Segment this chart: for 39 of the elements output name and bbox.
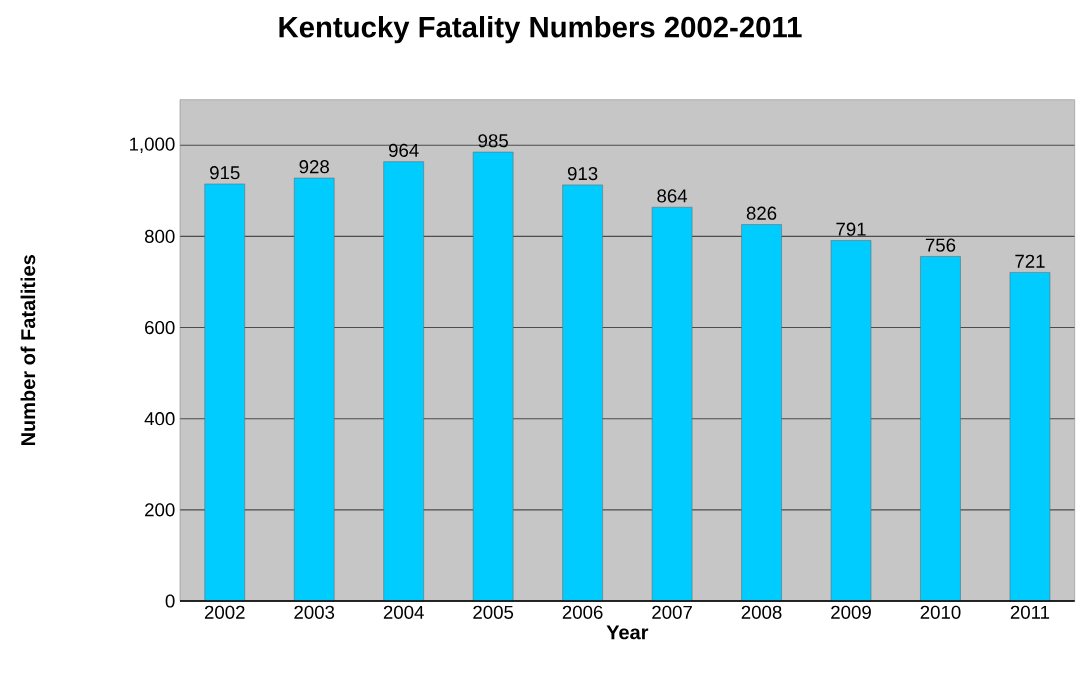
bar [741,224,782,602]
x-tick-label: 2008 [741,605,782,619]
bar [830,240,872,602]
data-label: 721 [1015,254,1045,268]
x-tick-label: 2007 [652,605,692,619]
y-tick-label: 400 [144,412,175,426]
data-label: 864 [657,189,688,203]
x-tick-label: 2005 [473,605,514,619]
data-label: 826 [746,206,777,220]
y-axis-title: Number of Fatalities [20,255,36,446]
data-label: 964 [388,143,419,157]
bar [920,256,961,602]
x-tick-label: 2011 [1010,605,1050,619]
bar [383,161,424,602]
data-label: 756 [925,238,956,252]
y-tick-label: 200 [145,503,175,517]
data-label: 913 [567,166,598,181]
x-tick-label: 2003 [294,605,335,619]
x-tick-label: 2009 [831,605,871,619]
x-tick-label: 2004 [383,605,424,619]
x-tick-label: 2006 [562,605,603,619]
bar [204,183,246,602]
y-tick-label: 600 [145,320,175,335]
bar [1009,272,1051,602]
data-label: 928 [299,160,329,174]
data-label: 985 [478,134,508,148]
data-label: 791 [836,222,866,236]
x-tick-label: 2010 [920,605,961,619]
y-tick-label: 0 [165,594,175,608]
x-axis-title: Year [606,625,649,640]
y-tick-label: 1,000 [130,137,175,153]
y-tick-label: 800 [144,229,175,244]
data-label: 915 [210,166,240,180]
chart-title: Kentucky Fatality Numbers 2002-2011 [279,15,802,44]
bar [562,184,603,602]
bar [651,206,693,602]
bar [472,151,514,602]
x-tick-label: 2002 [204,605,245,619]
bar [293,177,335,602]
